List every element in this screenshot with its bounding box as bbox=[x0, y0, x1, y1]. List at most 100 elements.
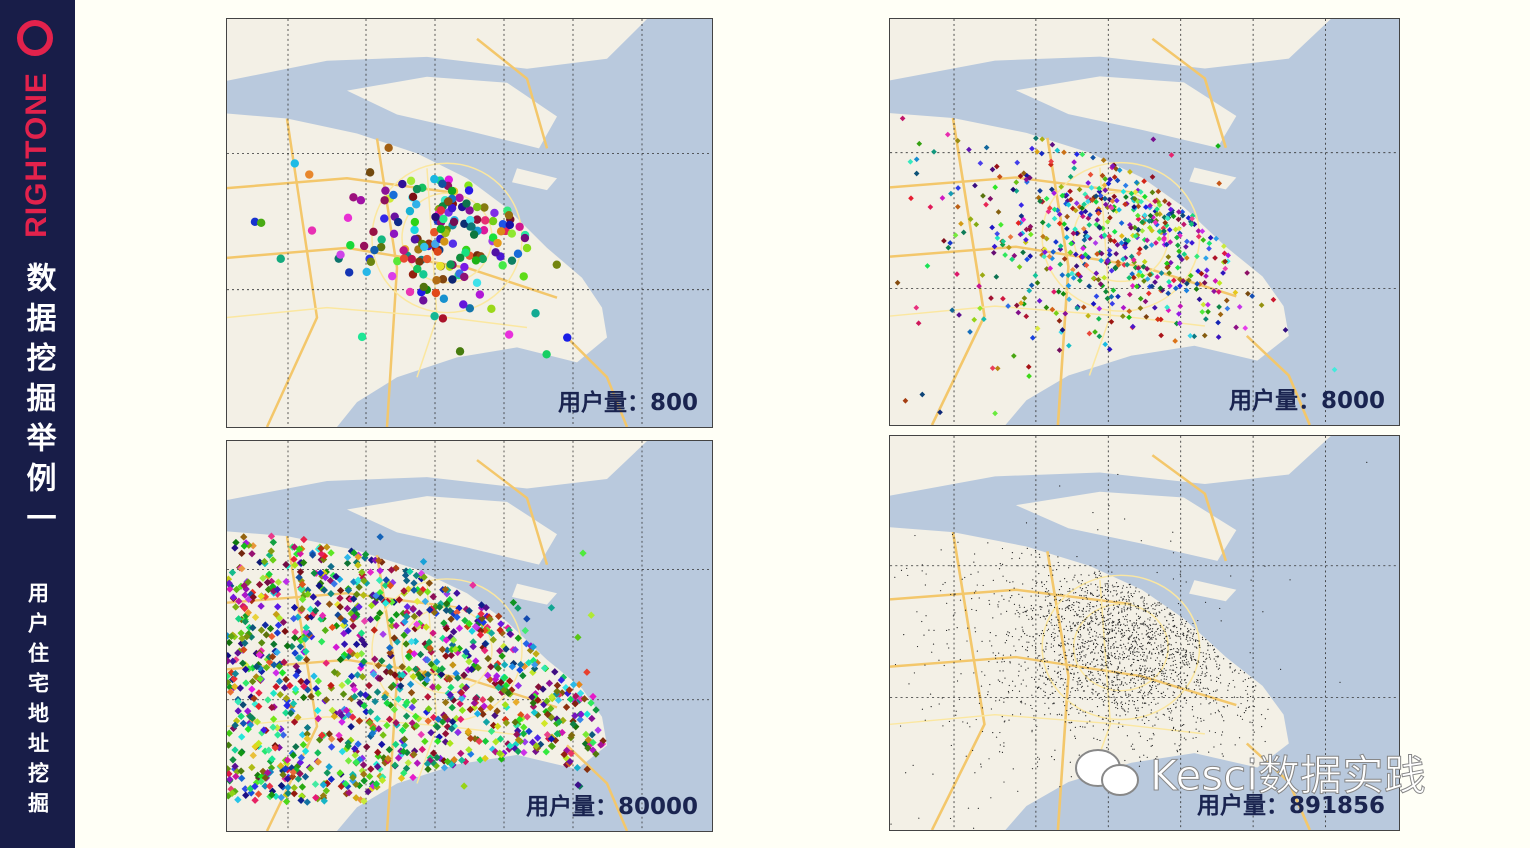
user-point bbox=[1110, 647, 1112, 649]
user-point bbox=[1020, 636, 1022, 638]
user-point bbox=[1220, 743, 1222, 745]
user-point bbox=[948, 629, 950, 631]
user-point bbox=[950, 744, 952, 747]
user-point bbox=[1130, 323, 1136, 330]
user-point bbox=[1111, 584, 1114, 586]
user-point bbox=[1116, 586, 1118, 588]
user-point bbox=[1017, 790, 1019, 792]
user-point bbox=[336, 250, 345, 259]
user-point bbox=[487, 304, 496, 314]
user-point bbox=[1002, 575, 1004, 577]
user-point bbox=[1154, 211, 1160, 218]
user-point bbox=[1261, 726, 1263, 728]
user-point bbox=[1067, 606, 1069, 608]
user-point bbox=[500, 686, 508, 694]
user-point bbox=[457, 715, 465, 723]
user-point bbox=[1059, 599, 1062, 601]
user-point bbox=[1093, 659, 1095, 661]
user-point bbox=[1232, 289, 1239, 296]
user-point bbox=[1146, 676, 1148, 678]
user-point bbox=[1018, 213, 1025, 219]
user-point bbox=[1017, 231, 1024, 238]
user-point bbox=[929, 693, 932, 695]
user-point bbox=[1113, 681, 1115, 683]
user-point bbox=[1142, 665, 1144, 667]
user-point bbox=[1180, 627, 1182, 630]
user-point bbox=[1032, 607, 1035, 609]
user-point bbox=[1198, 270, 1205, 277]
user-point bbox=[1098, 623, 1100, 625]
user-point bbox=[1159, 664, 1161, 666]
user-point bbox=[1119, 657, 1121, 659]
user-point bbox=[1090, 640, 1092, 642]
user-point bbox=[1144, 670, 1147, 672]
user-point bbox=[1042, 632, 1045, 635]
user-point bbox=[1194, 281, 1200, 287]
map bbox=[227, 19, 712, 427]
user-point bbox=[1054, 670, 1056, 672]
user-point bbox=[1137, 710, 1139, 712]
user-point bbox=[1126, 600, 1128, 603]
user-point bbox=[1168, 635, 1171, 637]
user-point bbox=[1155, 630, 1157, 633]
user-point bbox=[1130, 635, 1132, 637]
user-point bbox=[1124, 714, 1127, 716]
user-point bbox=[1069, 729, 1072, 731]
user-point bbox=[460, 262, 469, 272]
user-point bbox=[1077, 623, 1079, 625]
user-point bbox=[1165, 662, 1168, 665]
user-point bbox=[1184, 664, 1186, 666]
user-point bbox=[1012, 581, 1014, 583]
user-point bbox=[1074, 726, 1076, 728]
user-point bbox=[1137, 627, 1139, 629]
user-point bbox=[1122, 616, 1124, 618]
user-point bbox=[1087, 640, 1089, 642]
user-point bbox=[1154, 724, 1156, 726]
user-point bbox=[1069, 694, 1071, 697]
user-point bbox=[1050, 603, 1052, 605]
user-point bbox=[1168, 716, 1170, 718]
user-point bbox=[1031, 610, 1034, 612]
user-point bbox=[1127, 595, 1129, 597]
user-point bbox=[1031, 731, 1033, 733]
user-point bbox=[1095, 315, 1102, 322]
user-point bbox=[1183, 672, 1185, 674]
user-point bbox=[1140, 678, 1143, 680]
user-point bbox=[1144, 266, 1150, 272]
user-point bbox=[1053, 651, 1056, 653]
user-point bbox=[375, 576, 384, 584]
user-point bbox=[1195, 694, 1198, 696]
user-point bbox=[924, 664, 926, 666]
user-point bbox=[367, 765, 375, 773]
user-point bbox=[1146, 655, 1148, 657]
user-point bbox=[1113, 589, 1115, 592]
user-point bbox=[999, 731, 1001, 734]
user-point bbox=[392, 719, 400, 727]
user-point bbox=[1176, 751, 1179, 753]
user-point bbox=[583, 668, 591, 676]
user-point bbox=[1282, 327, 1289, 333]
user-point bbox=[1053, 239, 1059, 245]
user-point bbox=[1195, 228, 1202, 234]
user-point bbox=[1022, 631, 1024, 633]
user-point bbox=[1198, 661, 1200, 663]
user-point bbox=[1075, 613, 1078, 615]
user-point bbox=[1122, 656, 1125, 659]
user-point bbox=[1114, 671, 1116, 673]
user-point bbox=[237, 767, 245, 775]
user-point bbox=[1135, 587, 1137, 589]
user-point bbox=[1184, 625, 1186, 627]
user-point bbox=[1184, 653, 1187, 655]
user-point bbox=[1086, 648, 1088, 650]
user-point bbox=[1088, 640, 1090, 643]
user-point bbox=[1101, 668, 1103, 670]
user-point bbox=[1006, 633, 1008, 635]
user-point bbox=[438, 314, 448, 323]
user-point bbox=[275, 662, 283, 671]
user-point bbox=[1052, 632, 1054, 634]
user-point bbox=[998, 601, 1000, 603]
user-point bbox=[1206, 671, 1208, 674]
user-point bbox=[1060, 642, 1062, 644]
user-point bbox=[422, 254, 432, 264]
user-point bbox=[1139, 623, 1141, 625]
